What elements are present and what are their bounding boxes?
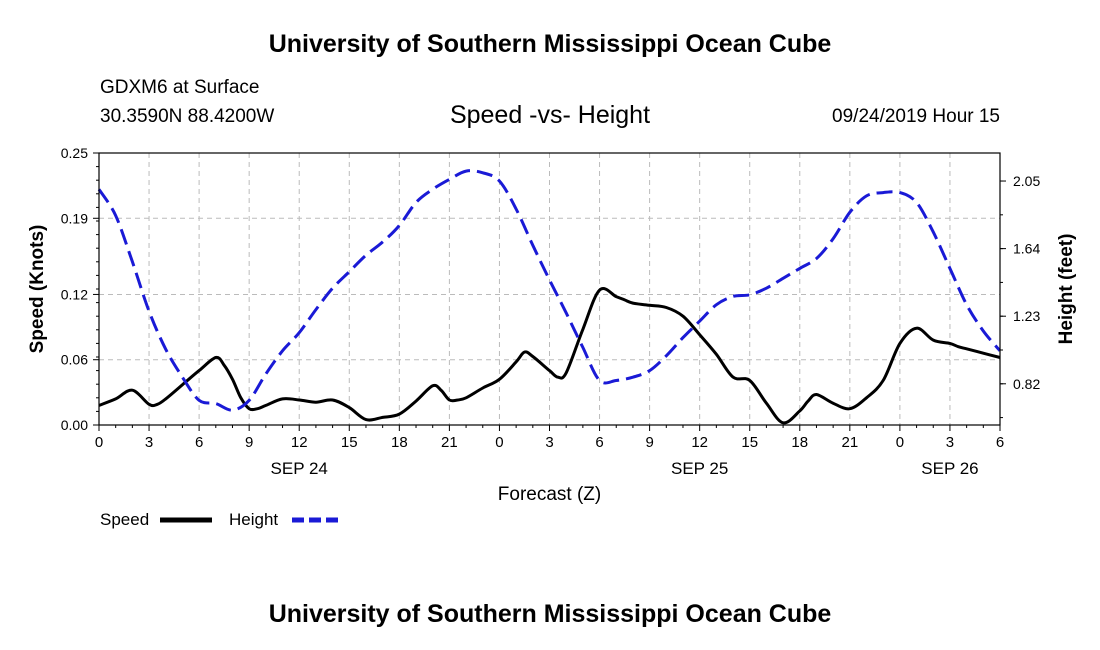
axes: 0 3 6 9 12 15 18 21 0 3 6 9 12 15 18 21 0 3 6 SEP 24 SEP 25 S… [61, 145, 1041, 478]
x-tick-label: 21 [441, 434, 458, 451]
page-title: University of Southern Mississippi Ocean… [268, 30, 832, 58]
x-tick-label: 12 [691, 434, 708, 451]
y2-tick-label: 1.64 [1013, 241, 1040, 257]
y2-tick-label: 0.82 [1013, 376, 1040, 392]
x-tick-label: 0 [896, 434, 904, 451]
x-tick-label: 18 [391, 434, 408, 451]
x-tick-label: 6 [595, 434, 603, 451]
footer-title: University of Southern Mississippi Ocean… [268, 600, 832, 628]
series-lines [97, 169, 1002, 425]
y2-tick-label: 2.05 [1013, 173, 1040, 189]
x-tick-label: 18 [791, 434, 808, 451]
height-series-line [97, 169, 1002, 412]
x-axis-label: Forecast (Z) [498, 484, 601, 505]
speed-series-line [98, 287, 1001, 425]
x-tick-label: 3 [145, 434, 153, 451]
x-tick-label: 3 [946, 434, 954, 451]
y2-tick-label: 1.23 [1013, 308, 1040, 324]
y-tick-label: 0.25 [61, 145, 88, 161]
x-tick-label: 15 [341, 434, 358, 451]
x-tick-label: 6 [996, 434, 1004, 451]
x-tick-label: 9 [245, 434, 253, 451]
date-label: SEP 26 [921, 459, 978, 478]
x-tick-label: 21 [841, 434, 858, 451]
location-label: 30.3590N 88.4200W [100, 106, 275, 127]
x-tick-label: 9 [645, 434, 653, 451]
legend: Speed Height [100, 510, 342, 529]
x-tick-label: 0 [495, 434, 503, 451]
legend-height-label: Height [229, 510, 278, 529]
x-tick-label: 6 [195, 434, 203, 451]
station-label: GDXM6 at Surface [100, 77, 260, 98]
date-label: SEP 24 [271, 459, 328, 478]
x-tick-label: 12 [291, 434, 308, 451]
grid-lines [99, 153, 1000, 425]
date-label: SEP 25 [671, 459, 728, 478]
x-tick-label: 3 [545, 434, 553, 451]
forecast-datetime: 09/24/2019 Hour 15 [832, 106, 1000, 127]
y-tick-label: 0.19 [61, 210, 88, 226]
legend-speed-label: Speed [100, 510, 149, 529]
y-tick-label: 0.12 [61, 286, 88, 302]
y-axis-label-speed: Speed (Knots) [27, 225, 48, 354]
y-tick-label: 0.06 [61, 352, 88, 368]
y-axis-label-height: Height (feet) [1056, 234, 1077, 345]
y-tick-label: 0.00 [61, 417, 88, 433]
speed-height-chart: 0 3 6 9 12 15 18 21 0 3 6 9 12 15 18 21 0 3 6 SEP 24 SEP 25 S… [27, 145, 1077, 529]
x-tick-label: 15 [741, 434, 758, 451]
x-tick-label: 0 [95, 434, 103, 451]
chart-title: Speed -vs- Height [449, 101, 651, 129]
